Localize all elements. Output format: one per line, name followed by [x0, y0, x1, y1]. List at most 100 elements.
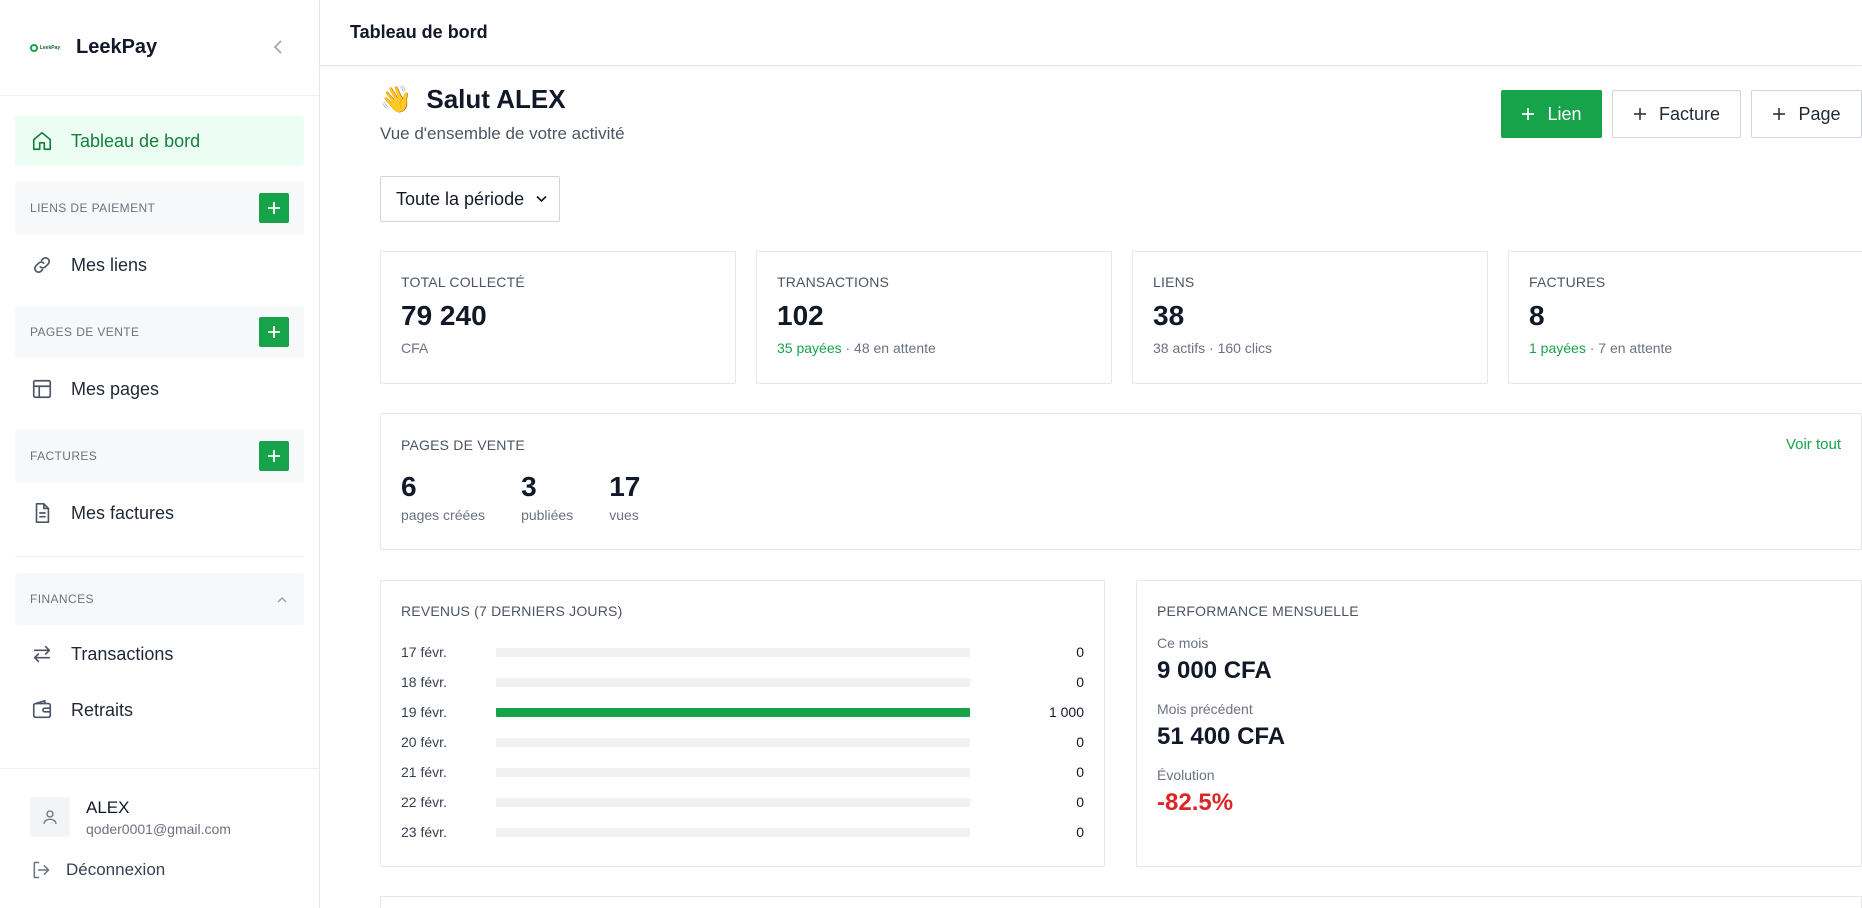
chevron-down-icon [536, 195, 547, 203]
stat-card-links: LIENS 38 38 actifs · 160 clics [1132, 251, 1488, 384]
user-name: ALEX [86, 797, 130, 817]
revenue-date: 21 févr. [401, 764, 447, 780]
section-title: FACTURES [30, 449, 98, 463]
revenue-bar-track [496, 767, 970, 777]
section-sales-pages: PAGES DE VENTE [15, 306, 304, 358]
period-select[interactable]: Toute la période [380, 176, 560, 222]
new-page-button[interactable]: Page [1751, 90, 1862, 138]
add-payment-link-button[interactable] [259, 193, 289, 223]
revenue-bar-track [496, 707, 970, 717]
revenue-row: 21 févr. 0 [401, 757, 1084, 787]
pages-published-stat: 3 publiées [521, 471, 574, 523]
page-title: Tableau de bord [350, 22, 488, 42]
stat-value: 38 [1153, 300, 1185, 331]
avatar [30, 797, 70, 837]
revenue-bar-track [496, 647, 970, 657]
stat-subtext: CFA [401, 340, 429, 356]
revenue-value: 0 [1076, 674, 1084, 690]
sidebar-item-label: Mes pages [71, 378, 160, 399]
plus-icon [268, 450, 280, 462]
revenue-date: 18 févr. [401, 674, 447, 690]
view-all-link[interactable]: Voir tout [1785, 436, 1841, 453]
new-invoice-label: Facture [1658, 103, 1721, 124]
chevron-left-icon [273, 40, 282, 54]
revenue-value: 0 [1076, 644, 1084, 660]
user-profile[interactable]: ALEX qoder0001@gmail.com [0, 769, 320, 837]
collapse-sidebar-button[interactable] [267, 36, 289, 58]
revenue-row: 17 févr. 0 [401, 637, 1084, 667]
revenue-value: 0 [1076, 824, 1084, 840]
revenue-value: 0 [1076, 734, 1084, 750]
wallet-icon [29, 697, 55, 723]
topbar: Tableau de bord [320, 0, 1862, 66]
sidebar-item-transactions[interactable]: Transactions [15, 629, 304, 679]
stats-row: TOTAL COLLECTÉ 79 240 CFA TRANSACTIONS 1… [380, 251, 1862, 384]
new-invoice-button[interactable]: Facture [1612, 90, 1741, 138]
revenue-row: 22 févr. 0 [401, 787, 1084, 817]
previous-month-block: Mois précédent 51 400 CFA [1157, 701, 1286, 750]
sidebar: LeekPay LeekPay Tableau de bord LIENS DE… [0, 0, 320, 908]
arrows-exchange-icon [29, 641, 55, 667]
section-title: FINANCES [30, 592, 94, 606]
logout-icon [30, 859, 52, 881]
sidebar-item-my-invoices[interactable]: Mes factures [15, 488, 304, 538]
revenue-date: 20 févr. [401, 734, 447, 750]
sales-pages-card: PAGES DE VENTE Voir tout 6 pages créées … [380, 413, 1862, 550]
sidebar-item-my-pages[interactable]: Mes pages [15, 364, 304, 414]
revenue-bar [496, 707, 970, 717]
new-page-label: Page [1798, 103, 1841, 124]
stat-value: 102 [777, 300, 824, 331]
brand: LeekPay LeekPay [0, 0, 319, 96]
main-content: 👋 Salut ALEX Vue d'ensemble de votre act… [380, 66, 1862, 908]
add-invoice-button[interactable] [259, 441, 289, 471]
add-sales-page-button[interactable] [259, 317, 289, 347]
sidebar-item-label: Transactions [71, 643, 174, 664]
stat-card-transactions: TRANSACTIONS 102 35 payées · 48 en atten… [756, 251, 1112, 384]
greeting-subtitle: Vue d'ensemble de votre activité [380, 124, 625, 143]
stat-subtext: 1 payées · 7 en attente [1529, 340, 1673, 356]
stat-label: LIENS [1153, 274, 1195, 290]
period-selected-value: Toute la période [396, 188, 525, 209]
sidebar-item-my-links[interactable]: Mes liens [15, 240, 304, 290]
next-card-partial [380, 896, 1862, 908]
waving-hand-icon: 👋 [380, 84, 413, 114]
revenue-row: 18 févr. 0 [401, 667, 1084, 697]
chevron-up-icon [275, 592, 289, 606]
pages-views-stat: 17 vues [609, 471, 641, 523]
revenue-bar-track [496, 827, 970, 837]
plus-icon [1772, 107, 1786, 121]
home-icon [29, 128, 55, 154]
user-area: ALEX qoder0001@gmail.com Déconnexion [0, 768, 320, 908]
section-title: PAGES DE VENTE [30, 325, 140, 339]
plus-icon [1633, 107, 1647, 121]
section-title: LIENS DE PAIEMENT [30, 201, 156, 215]
logout-label: Déconnexion [66, 860, 166, 879]
stat-label: TOTAL COLLECTÉ [401, 274, 525, 290]
sidebar-item-label: Tableau de bord [71, 130, 201, 151]
monthly-performance-card: PERFORMANCE MENSUELLE Ce mois 9 000 CFA … [1136, 580, 1862, 867]
user-icon [43, 810, 57, 824]
stat-subtext: 38 actifs · 160 clics [1153, 340, 1273, 356]
sidebar-item-label: Mes liens [71, 254, 148, 275]
sidebar-item-dashboard[interactable]: Tableau de bord [15, 116, 304, 166]
sidebar-item-label: Retraits [71, 699, 134, 720]
stat-card-invoices: FACTURES 8 1 payées · 7 en attente [1508, 251, 1862, 384]
plus-icon [268, 326, 280, 338]
revenue-date: 22 févr. [401, 794, 447, 810]
new-link-button[interactable]: Lien [1501, 90, 1602, 138]
revenue-date: 17 févr. [401, 644, 447, 660]
pages-created-stat: 6 pages créées [401, 471, 486, 523]
revenue-row: 19 févr. 1 000 [401, 697, 1084, 727]
stat-label: FACTURES [1529, 274, 1606, 290]
section-invoices: FACTURES [15, 430, 304, 482]
sidebar-item-withdrawals[interactable]: Retraits [15, 685, 304, 735]
revenue-row: 23 févr. 0 [401, 817, 1084, 847]
layout-icon [29, 376, 55, 402]
stat-label: TRANSACTIONS [777, 274, 890, 290]
greeting-title: Salut ALEX [426, 84, 566, 114]
card-title: REVENUS (7 DERNIERS JOURS) [401, 603, 623, 619]
user-email: qoder0001@gmail.com [86, 820, 231, 837]
section-finances[interactable]: FINANCES [15, 573, 304, 625]
quick-actions: Lien Facture Page [1501, 90, 1862, 138]
logout-button[interactable]: Déconnexion [0, 837, 320, 881]
